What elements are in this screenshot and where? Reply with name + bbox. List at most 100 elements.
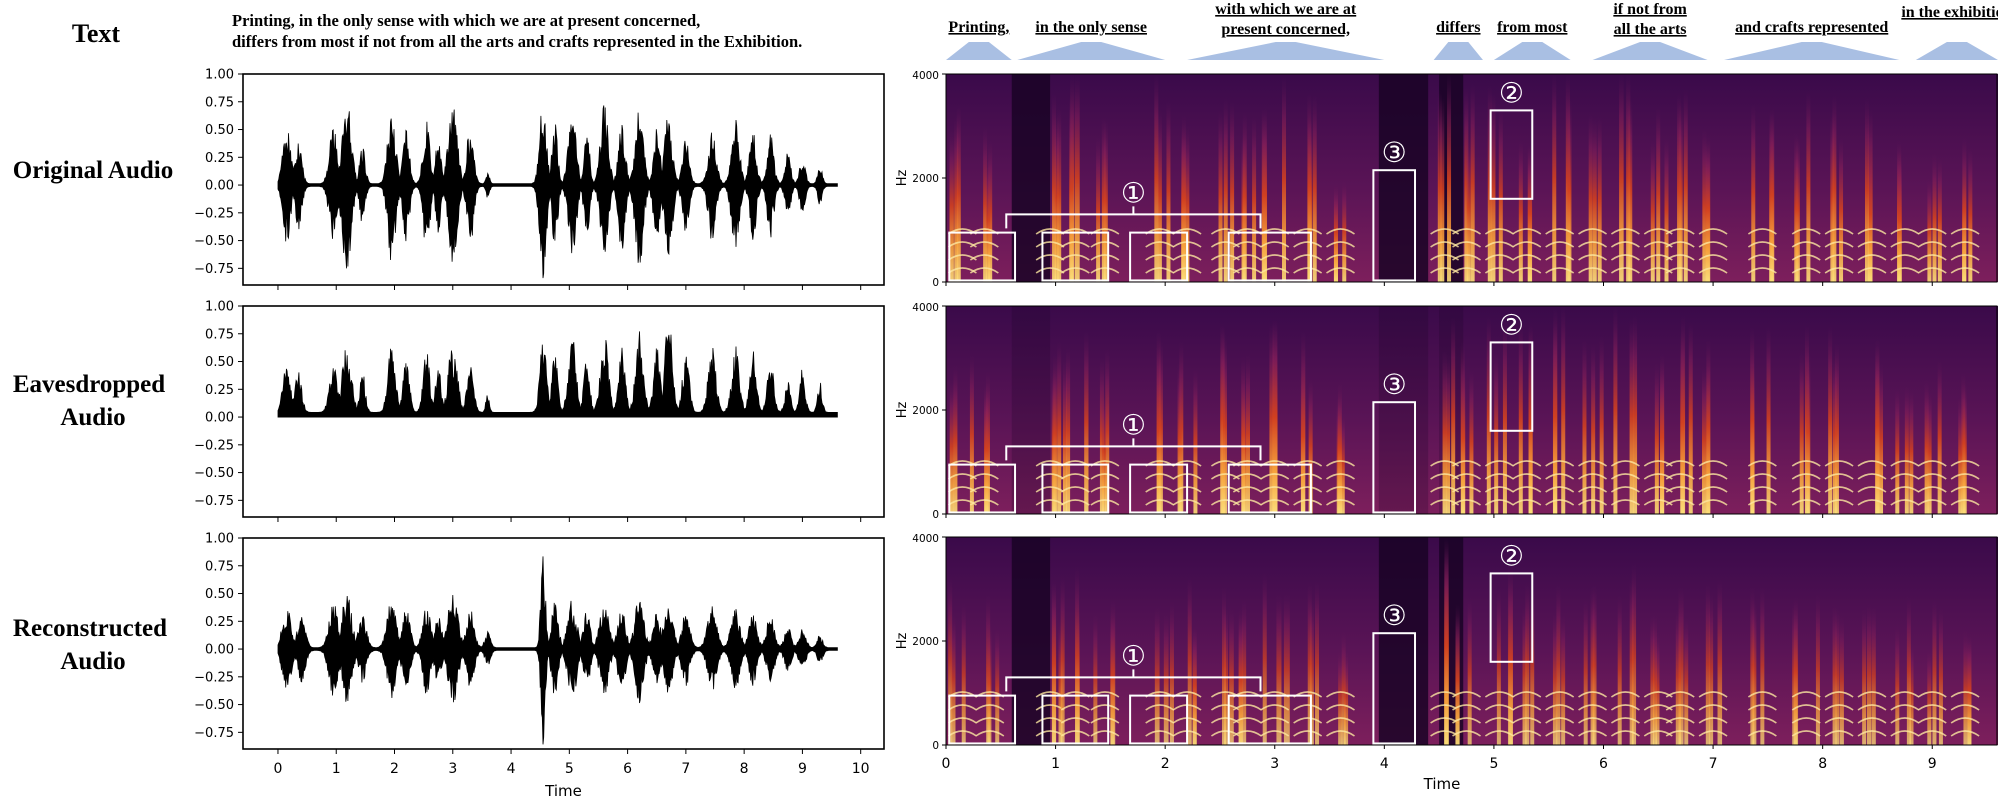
y-axis-label: Hz <box>895 170 910 187</box>
harmonic <box>1232 730 1262 737</box>
x-tick-label: 6 <box>623 761 632 777</box>
spectrogram-energy <box>1440 96 1445 282</box>
harmonic <box>1917 228 1947 235</box>
spectrogram-energy <box>949 129 954 282</box>
harmonic <box>1665 499 1695 506</box>
harmonic <box>1090 717 1120 724</box>
harmonic <box>1232 267 1262 274</box>
spectrogram-energy <box>1938 607 1943 745</box>
marker-one: ① <box>1121 176 1146 209</box>
spectrogram-panel: 4000 2000 0 Hz ② ③ ① <box>895 70 1998 289</box>
harmonic <box>1484 730 1514 737</box>
harmonic <box>1824 473 1854 480</box>
harmonic <box>1917 473 1947 480</box>
harmonic <box>1747 267 1777 274</box>
harmonic <box>969 254 999 261</box>
harmonic <box>1665 486 1695 493</box>
harmonic <box>1145 473 1175 480</box>
y-tick-label: −0.50 <box>194 234 234 249</box>
x-tick-label: 0 <box>274 761 283 777</box>
harmonic <box>1512 486 1542 493</box>
row-label-eavesdropped: Eavesdropped <box>13 371 165 398</box>
harmonic <box>1035 241 1065 248</box>
harmonic <box>1747 691 1777 698</box>
waveform-signal <box>277 331 838 418</box>
marker-three: ③ <box>1382 136 1407 169</box>
harmonic <box>969 499 999 506</box>
harmonic <box>1917 486 1947 493</box>
spectrogram-energy <box>1552 74 1557 282</box>
harmonic <box>1578 486 1608 493</box>
spectrogram-energy <box>1527 144 1532 282</box>
x-tick-label: 7 <box>1709 756 1718 772</box>
spectrogram-energy <box>988 139 993 282</box>
silent-gap <box>1378 306 1429 514</box>
annotation-box-three <box>1372 632 1417 745</box>
spectrogram-energy <box>1806 90 1811 282</box>
harmonic <box>1293 267 1323 274</box>
spectrogram-energy <box>1906 596 1911 745</box>
harmonic <box>1791 499 1821 506</box>
harmonic <box>1857 241 1887 248</box>
harmonic <box>1260 499 1290 506</box>
spectrogram-energy <box>1932 153 1937 282</box>
harmonic <box>1950 241 1980 248</box>
marker-two: ② <box>1499 539 1524 572</box>
spectrogram-energy <box>1656 106 1661 282</box>
spectrogram-energy <box>1187 576 1192 745</box>
harmonic <box>1452 717 1481 724</box>
x-axis-label: Time <box>544 782 582 799</box>
spectrogram-energy <box>1084 330 1089 514</box>
annotation-box-three <box>1372 401 1417 514</box>
harmonic <box>1665 460 1695 467</box>
harmonic <box>1890 486 1920 493</box>
phrase-envelope <box>1592 42 1708 60</box>
harmonic <box>1512 254 1542 261</box>
harmonic <box>1791 473 1821 480</box>
harmonic <box>1665 473 1695 480</box>
spectrogram-energy <box>1308 377 1313 514</box>
y-tick-label: 0 <box>932 509 939 521</box>
spectrogram-energy <box>1626 74 1631 282</box>
spectrogram-energy <box>1053 353 1058 514</box>
harmonic <box>1293 486 1323 493</box>
harmonic <box>1545 499 1575 506</box>
spectrogram-energy <box>1629 576 1634 745</box>
x-tick-label: 5 <box>1489 756 1498 772</box>
y-tick-label: 0.25 <box>205 151 234 166</box>
harmonic <box>1293 730 1323 737</box>
harmonic <box>1610 486 1640 493</box>
spectrogram-energy <box>1561 613 1566 745</box>
harmonic <box>1512 499 1542 506</box>
row-labels: Original Audio Eavesdropped Audio Recons… <box>13 157 173 675</box>
row-label-reconstructed-2: Audio <box>60 648 125 675</box>
harmonic <box>1665 254 1695 261</box>
harmonic <box>1512 228 1542 235</box>
harmonic <box>1890 460 1920 467</box>
waveform-panel: 1.00 0.75 0.50 0.25 0.00 −0.25 −0.50 −0.75 <box>194 68 885 290</box>
spectrogram-energy <box>1583 598 1588 745</box>
harmonic <box>1060 704 1090 711</box>
spectrogram-energy <box>1830 111 1835 282</box>
harmonic <box>1232 473 1262 480</box>
spectrogram-energy <box>1154 74 1159 282</box>
spectrogram-energy <box>1242 598 1247 745</box>
harmonic <box>1060 499 1090 506</box>
spectrogram-energy <box>1871 604 1876 745</box>
spectrogram-energy <box>1096 136 1101 282</box>
harmonic <box>1747 241 1777 248</box>
spectrogram-energy <box>961 603 966 745</box>
harmonic <box>1484 460 1514 467</box>
spectrogram-energy <box>1337 381 1342 514</box>
harmonic <box>1890 704 1920 711</box>
harmonic <box>1917 241 1947 248</box>
harmonic <box>1090 473 1120 480</box>
harmonic <box>1857 717 1887 724</box>
harmonic <box>1452 241 1481 248</box>
harmonic <box>1326 717 1355 724</box>
spectrogram-energy <box>1057 107 1062 282</box>
y-tick-label: 4000 <box>912 533 939 545</box>
y-tick-label: 0.75 <box>205 95 234 110</box>
harmonic <box>1260 241 1290 248</box>
y-tick-label: 1.00 <box>205 532 234 547</box>
